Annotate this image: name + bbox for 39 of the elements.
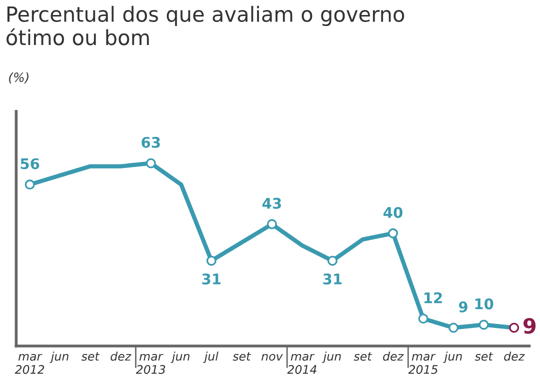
x-tick-label: set [232, 352, 252, 361]
data-label: 40 [384, 206, 402, 218]
x-tick-label: mar 2013 [136, 354, 166, 374]
x-tick-label: jun [322, 352, 341, 364]
x-tick-label: jun [443, 352, 462, 364]
x-tick-label: dez [110, 352, 132, 361]
x-tick-label: dez [383, 352, 404, 361]
chart-title: Percentual dos que avaliam o governo ótimo ou bom [6, 6, 404, 46]
point [418, 314, 428, 324]
point [24, 180, 35, 190]
x-tick-label: set [354, 352, 372, 361]
point [146, 158, 156, 168]
x-tick-label: jul [203, 352, 218, 364]
data-label: 10 [475, 298, 494, 310]
data-label: 43 [262, 198, 281, 209]
x-tick-label: set [474, 352, 494, 361]
data-label: 9 [458, 301, 468, 312]
x-tick-label: nov [262, 354, 283, 361]
data-label: 31 [202, 273, 221, 285]
point [448, 322, 459, 333]
x-tick-label: dez [504, 352, 525, 361]
data-label: 63 [142, 136, 160, 148]
data-label: 9 [523, 318, 536, 334]
data-label: 56 [20, 158, 40, 170]
x-tick-label: jun [170, 352, 190, 364]
chart-subtitle: (%) [9, 72, 28, 84]
x-tick-label: mar 2015 [408, 354, 438, 374]
x-tick-label: jun [50, 352, 68, 364]
data-label: 12 [424, 292, 442, 304]
point [327, 256, 338, 266]
point [509, 322, 520, 333]
point [266, 219, 277, 230]
data-label: 31 [323, 273, 342, 285]
point [478, 320, 489, 330]
x-tick-label: mar 2014 [287, 354, 316, 374]
point [206, 256, 216, 266]
x-tick-label: set [81, 352, 100, 361]
point [388, 228, 398, 238]
x-tick-label: mar 2012 [14, 354, 44, 374]
